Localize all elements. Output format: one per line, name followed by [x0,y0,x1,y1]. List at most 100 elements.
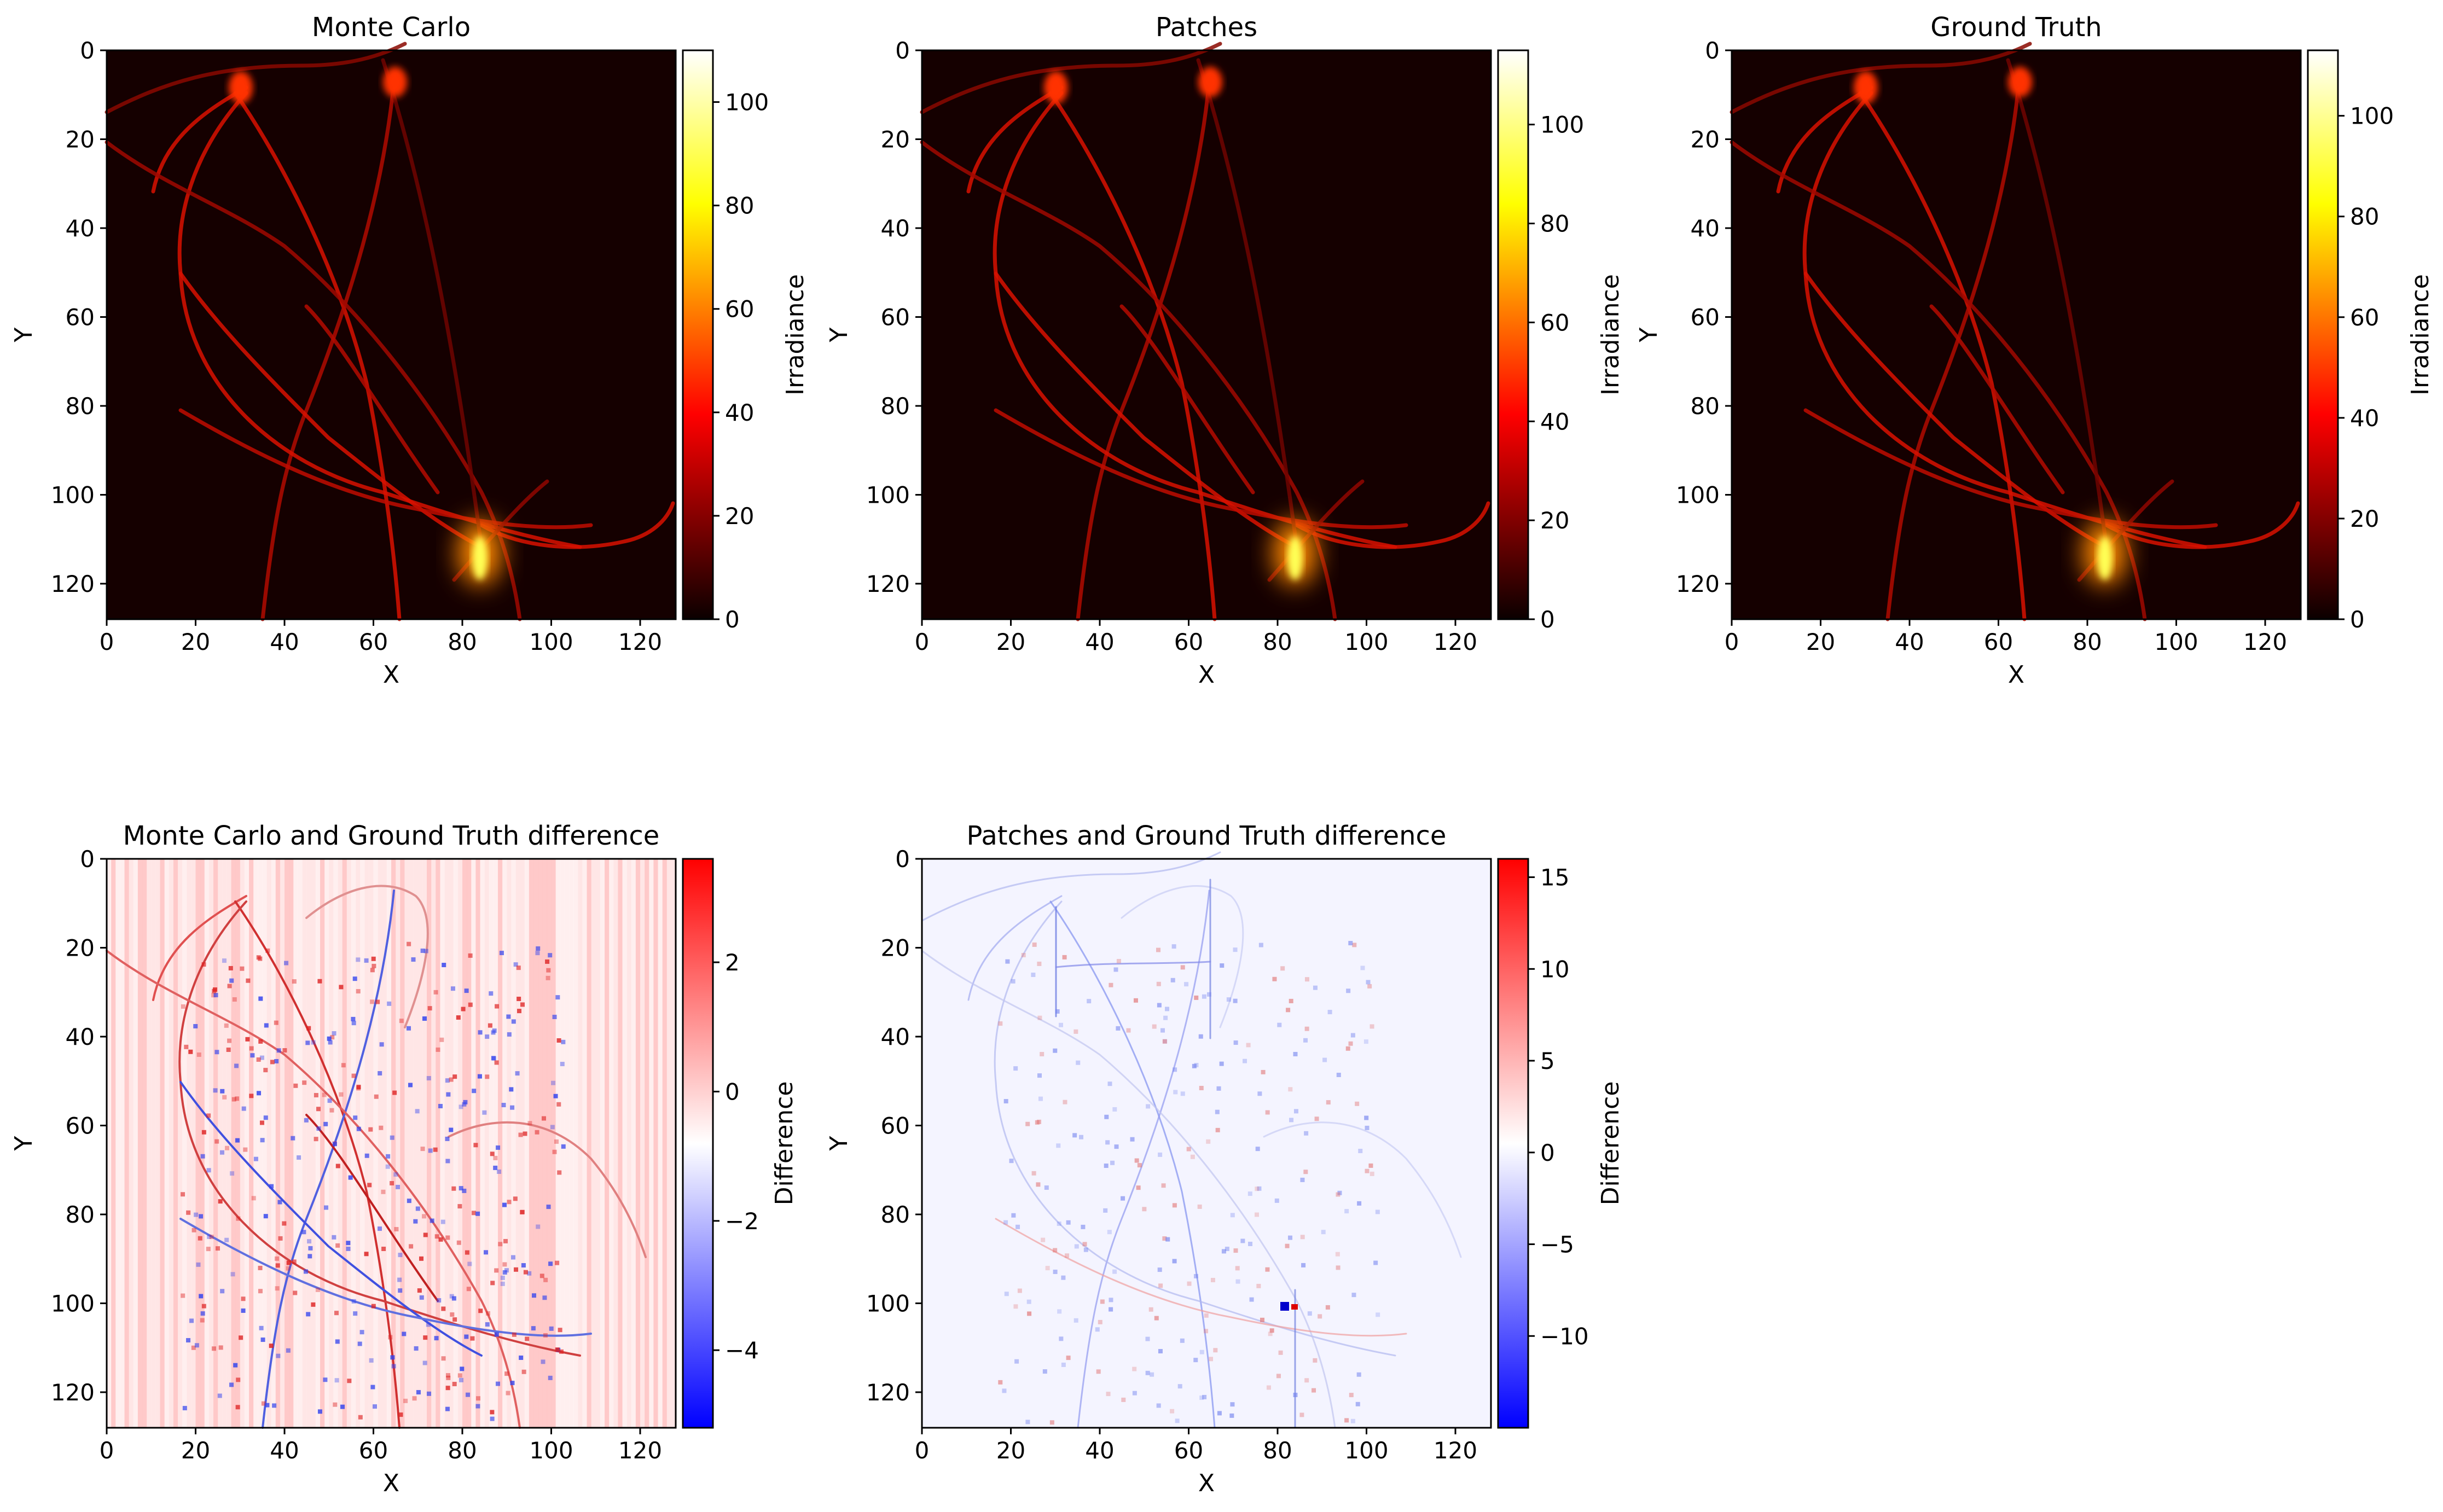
noise-stripe [373,859,379,1428]
axis-ticks: 0 20 40 60 80 100 120 0 20 40 60 80 100 120 [51,37,662,655]
noise-speckle [275,1286,280,1291]
colorbar-tick-label: 100 [2350,103,2394,130]
noise-speckle [1370,1024,1374,1029]
noise-speckle [442,963,446,968]
noise-speckle [1300,1177,1305,1182]
x-tick-label: 80 [2073,629,2102,655]
noise-speckle [433,1147,438,1152]
noise-speckle [206,1168,211,1173]
noise-speckle [272,1403,277,1408]
noise-speckle [1286,1008,1291,1013]
noise-stripe [137,859,143,1428]
noise-speckle [1351,1293,1356,1298]
noise-speckle [531,1326,536,1331]
noise-speckle [261,1401,266,1406]
noise-speckle [184,1044,189,1049]
noise-speckle [1199,1086,1204,1091]
noise-stripe [427,859,432,1428]
noise-speckle [555,1347,560,1352]
y-axis-label: Y [10,327,38,342]
noise-speckle [327,1098,332,1103]
noise-speckle [1293,1392,1298,1397]
noise-speckle [493,1165,498,1170]
noise-speckle [520,1209,525,1214]
x-tick-label: 60 [1174,629,1203,655]
noise-speckle [353,1311,358,1316]
hotspot-left [1044,71,1068,104]
noise-speckle [506,1391,510,1395]
noise-speckle [459,1377,463,1382]
axis-ticks: 0 20 40 60 80 100 120 0 20 40 60 80 100 120 [51,846,662,1464]
chart-title: Ground Truth [1930,12,2102,43]
noise-speckle [1025,1420,1030,1424]
noise-speckle [351,1021,356,1026]
noise-speckle [490,1416,495,1421]
noise-speckle [446,1373,451,1378]
noise-speckle [1233,947,1238,952]
noise-speckle [1031,973,1036,978]
noise-speckle [225,1145,230,1150]
panel-patches: Patches 0 20 40 60 80 100 12 [825,12,1624,689]
noise-speckle [323,1377,328,1382]
noise-stripe [280,859,285,1428]
noise-speckle [1005,959,1010,964]
noise-speckle [235,1405,240,1410]
noise-speckle [315,1287,320,1292]
noise-speckle [556,1102,561,1107]
noise-speckle [1230,1213,1235,1218]
noise-speckle [1266,1385,1271,1390]
noise-speckle [214,1050,219,1055]
x-tick-label: 20 [181,1437,210,1464]
noise-speckle [439,1037,444,1042]
noise-speckle [485,1074,490,1079]
noise-speckle [1175,1418,1180,1423]
noise-stripe [422,859,427,1428]
noise-speckle [1375,1209,1380,1214]
noise-speckle [278,1236,283,1241]
noise-speckle [1348,941,1353,946]
noise-stripe [609,859,614,1428]
noise-speckle [263,1115,268,1120]
noise-speckle [496,1145,501,1150]
noise-speckle [193,1023,198,1028]
noise-speckle [1260,1317,1264,1322]
noise-speckle [388,1335,393,1340]
noise-speckle [314,1093,318,1098]
noise-speckle [403,1398,408,1403]
noise-speckle [1044,1185,1049,1190]
noise-speckle [471,1211,476,1216]
noise-speckle [1213,1348,1218,1353]
noise-speckle [1160,1028,1165,1033]
noise-speckle [460,1366,465,1371]
noise-speckle [445,1406,450,1411]
noise-speckle [456,1015,461,1020]
x-axis-label: X [1198,661,1215,689]
noise-speckle [1130,1137,1135,1142]
noise-speckle [561,1144,566,1149]
noise-speckle [1278,1350,1283,1355]
noise-stripe [324,859,329,1428]
noise-speckle [490,1410,495,1415]
colorbar-tick-label: 80 [725,193,754,219]
noise-speckle [1170,978,1175,982]
noise-speckle [372,963,376,968]
noise-speckle [1304,1026,1309,1031]
x-tick-label: 80 [448,629,477,655]
noise-speckle [1187,1281,1192,1286]
noise-speckle [1269,1328,1274,1333]
noise-speckle [1035,1120,1040,1125]
noise-speckle [293,1290,298,1295]
noise-speckle [1199,1350,1204,1354]
y-tick-label: 100 [51,1290,95,1317]
colorbar-label: Irradiance [1597,274,1624,396]
noise-stripe [555,859,561,1428]
noise-speckle [1274,1198,1279,1203]
noise-speckle [543,1277,548,1282]
noise-speckle [192,1228,196,1232]
noise-speckle [1106,1392,1111,1397]
noise-stripe [306,859,312,1428]
noise-speckle [1062,955,1067,959]
hotspot-right [2008,67,2032,97]
noise-speckle [1304,1131,1309,1136]
noise-speckle [434,1234,439,1239]
